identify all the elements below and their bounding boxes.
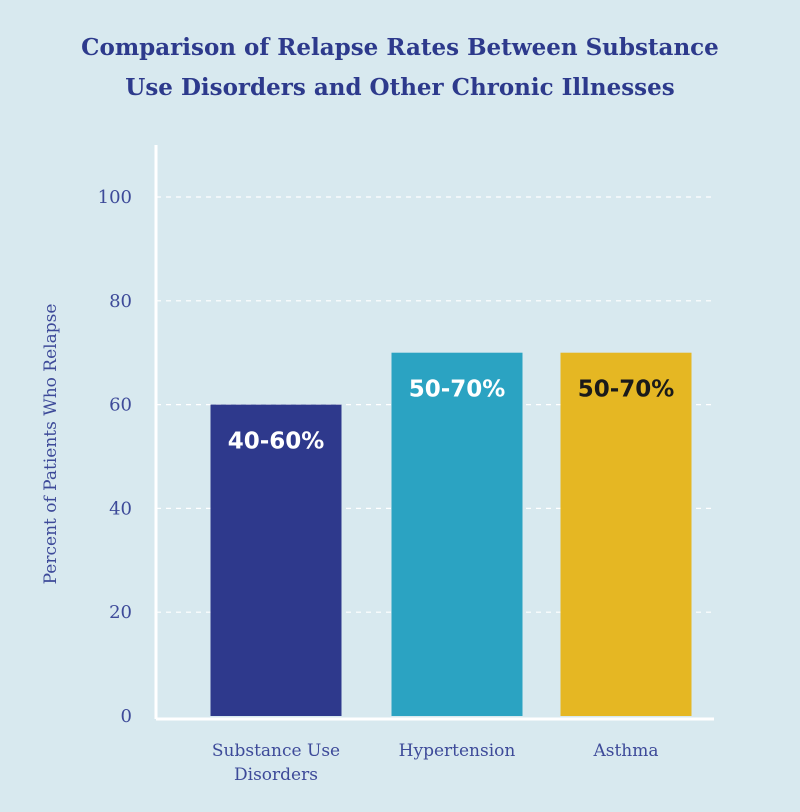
x-tick-label: Disorders — [234, 765, 318, 785]
bar-data-label: 50-70% — [578, 377, 675, 403]
x-tick-labels: Substance Use Disorders Hypertension Asthma — [212, 741, 659, 785]
bars: 40-60% 50-70% 50-70% — [210, 352, 692, 716]
y-tick-label: 80 — [109, 291, 132, 312]
bar — [391, 352, 523, 716]
x-tick-label: Substance Use — [212, 741, 340, 761]
bar — [210, 404, 342, 716]
bar — [560, 352, 692, 716]
y-tick-label: 0 — [121, 706, 132, 727]
y-tick-label: 100 — [98, 187, 132, 208]
y-tick-labels: 0 20 40 60 80 100 — [98, 187, 132, 727]
y-tick-label: 60 — [109, 395, 132, 416]
bar-data-label: 50-70% — [409, 377, 506, 403]
y-axis-title: Percent of Patients Who Relapse — [41, 304, 61, 585]
bar-data-label: 40-60% — [228, 429, 325, 455]
y-tick-label: 40 — [109, 498, 132, 519]
x-tick-label: Asthma — [592, 741, 658, 761]
chart-title: Comparison of Relapse Rates Between Subs… — [40, 28, 760, 108]
y-tick-label: 20 — [109, 602, 132, 623]
axes — [154, 145, 714, 721]
x-tick-label: Hypertension — [399, 741, 516, 761]
chart-title-line-1: Comparison of Relapse Rates Between Subs… — [81, 34, 719, 61]
chart-title-line-2: Use Disorders and Other Chronic Illnesse… — [125, 74, 675, 101]
